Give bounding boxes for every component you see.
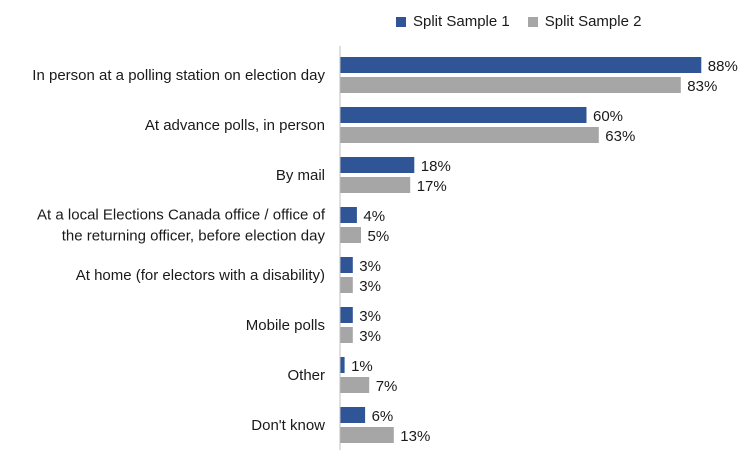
data-label-series-2: 7% (376, 378, 398, 395)
bar-series-2 (340, 177, 411, 193)
bar-series-2 (340, 377, 370, 393)
category-label: Mobile polls (246, 317, 325, 334)
bar-series-1 (340, 407, 366, 423)
data-label-series-1: 4% (363, 208, 385, 225)
bar-series-2 (340, 427, 394, 443)
legend-item-series-1: Split Sample 1 (396, 13, 510, 30)
bar-series-1 (340, 357, 345, 373)
legend-swatch-series-2 (527, 16, 538, 27)
bar-series-2 (340, 327, 353, 343)
bar-series-1 (340, 207, 357, 223)
data-label-series-1: 1% (351, 358, 373, 375)
category-label: In person at a polling station on electi… (32, 67, 325, 84)
data-label-series-2: 17% (417, 178, 447, 195)
legend-label-series-1: Split Sample 1 (413, 13, 510, 30)
bar-series-1 (340, 157, 415, 173)
bar-series-2 (340, 277, 353, 293)
bar-series-1 (340, 257, 353, 273)
legend-swatch-series-1 (396, 16, 406, 27)
category-label: the returning officer, before election d… (62, 228, 326, 245)
category-label: At advance polls, in person (145, 117, 325, 134)
legend-label-series-2: Split Sample 2 (544, 13, 642, 30)
legend: Split Sample 1 Split Sample 2 (396, 13, 659, 30)
category-label: Don't know (251, 417, 325, 434)
bar-series-2 (340, 127, 599, 143)
data-label-series-1: 88% (708, 58, 738, 75)
data-label-series-2: 3% (359, 278, 381, 295)
data-label-series-2: 83% (687, 78, 717, 95)
category-label: Other (287, 367, 325, 384)
data-label-series-1: 18% (421, 158, 451, 175)
data-label-series-2: 5% (368, 228, 390, 245)
data-label-series-2: 63% (605, 128, 635, 145)
category-label: By mail (276, 167, 325, 184)
legend-item-series-2: Split Sample 2 (527, 13, 642, 30)
bar-series-2 (340, 77, 681, 93)
data-label-series-2: 13% (400, 428, 430, 445)
bar-series-1 (340, 107, 587, 123)
bar-series-2 (340, 227, 361, 243)
data-label-series-1: 3% (359, 258, 381, 275)
data-label-series-1: 60% (593, 108, 623, 125)
data-label-series-2: 3% (359, 328, 381, 345)
data-label-series-1: 6% (372, 408, 394, 425)
category-label: At home (for electors with a disability) (76, 267, 325, 284)
data-label-series-1: 3% (359, 308, 381, 325)
bar-series-1 (340, 307, 353, 323)
category-label: At a local Elections Canada office / off… (37, 207, 326, 224)
bar-series-1 (340, 57, 702, 73)
